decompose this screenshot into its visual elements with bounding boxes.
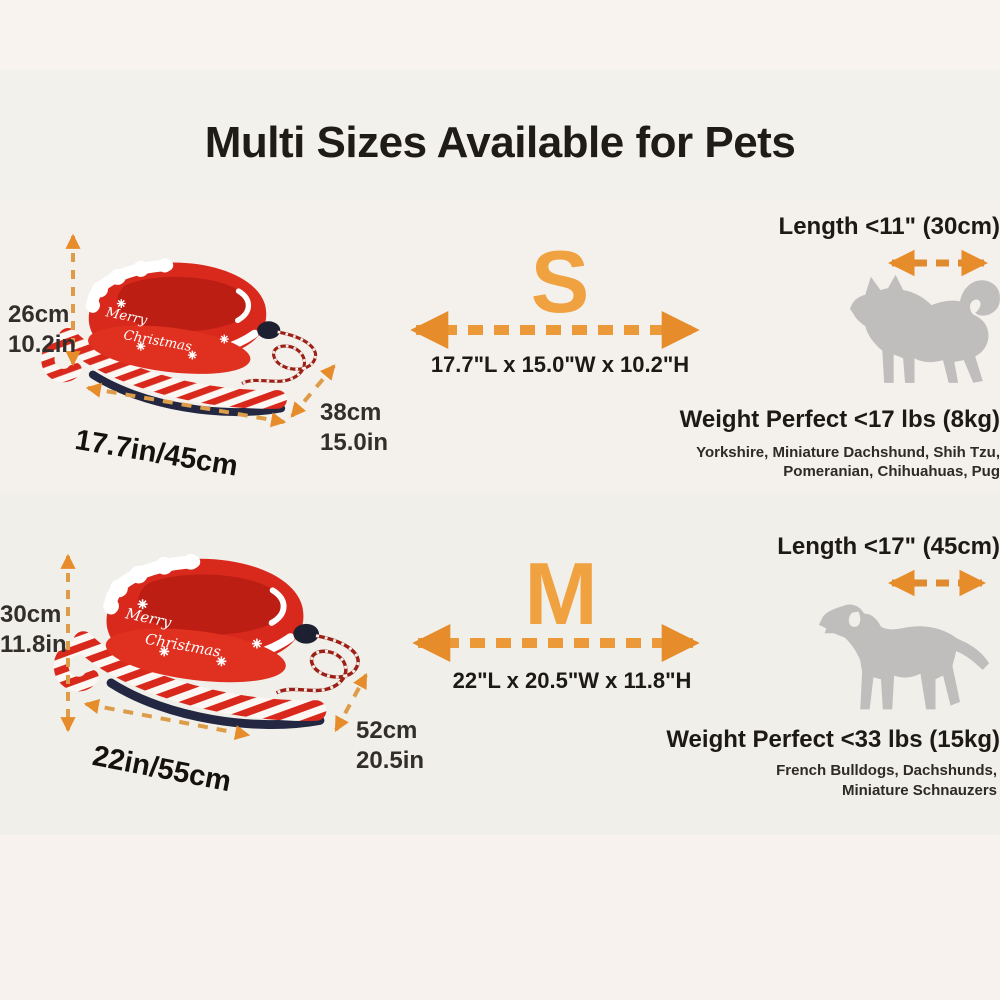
weight-label: Weight Perfect <33 lbs (15kg) [666,726,1000,753]
breeds-line: Miniature Schnauzers [841,782,997,799]
background-band [0,835,1000,1000]
width-dimension-label: 38cm 15.0in [320,398,388,458]
height-cm: 26cm [8,301,70,328]
dog-silhouette-small-icon [848,271,1000,399]
weight-label: Weight Perfect <17 lbs (8kg) [679,406,1000,433]
dog-silhouette-medium-icon [814,589,994,716]
width-cm: 52cm [356,717,418,744]
size-dimensions-label: 22"L x 20.5"W x 11.8"H [452,668,692,693]
width-in: 15.0in [320,429,389,456]
height-in: 10.2in [8,331,77,358]
size-letter-s: S [530,232,590,331]
breeds-line: French Bulldogs, Dachshunds, [776,762,997,779]
size-letter-m: M [524,544,598,643]
sleigh-bed-image-small [36,250,338,437]
height-cm: 30cm [0,601,62,628]
height-in: 11.8in [0,631,67,658]
width-cm: 38cm [320,399,382,426]
width-in: 20.5in [356,747,425,774]
height-dimension-label: 30cm 11.8in [0,600,67,660]
size-dimensions-label: 17.7"L x 15.0"W x 10.2"H [430,352,690,377]
width-dimension-label: 52cm 20.5in [356,716,424,776]
breeds-line: Pomeranian, Chihuahuas, Pug [783,463,1000,480]
sleigh-bed-image-medium [48,545,383,752]
dog-length-label: Length <11" (30cm) [778,213,1000,240]
background-band [0,70,1000,205]
breeds-line: Yorkshire, Miniature Dachshund, Shih Tzu… [696,444,1000,461]
height-dimension-label: 26cm 10.2in [8,300,76,360]
dog-length-label: Length <17" (45cm) [777,533,1000,560]
page-title: Multi Sizes Available for Pets [204,118,796,167]
background-band [0,0,1000,70]
